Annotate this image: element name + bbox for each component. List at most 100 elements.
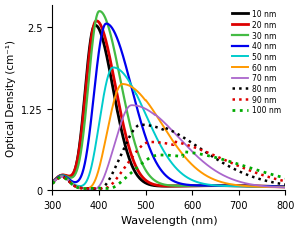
60 nm — [228, 183, 231, 185]
20 nm — [251, 185, 255, 188]
100 nm — [252, 168, 255, 170]
70 nm — [200, 159, 203, 162]
60 nm — [284, 186, 287, 189]
20 nm — [65, 174, 68, 177]
10 nm — [65, 175, 68, 178]
70 nm — [130, 104, 134, 107]
80 nm — [193, 143, 196, 146]
40 nm — [251, 185, 255, 188]
20 nm — [227, 185, 231, 187]
Line: 30 nm: 30 nm — [52, 12, 285, 187]
70 nm — [186, 146, 190, 149]
40 nm — [199, 184, 203, 187]
Line: 90 nm: 90 nm — [52, 142, 285, 189]
50 nm — [192, 180, 196, 182]
100 nm — [51, 182, 54, 185]
30 nm — [199, 185, 203, 187]
60 nm — [85, 187, 88, 190]
Y-axis label: Optical Density (cm⁻¹): Optical Density (cm⁻¹) — [6, 40, 16, 156]
60 nm — [193, 166, 196, 168]
60 nm — [121, 83, 124, 86]
40 nm — [227, 185, 231, 187]
10 nm — [51, 181, 54, 184]
40 nm — [65, 176, 68, 179]
40 nm — [284, 185, 287, 188]
100 nm — [228, 160, 231, 163]
Line: 60 nm: 60 nm — [52, 85, 285, 188]
50 nm — [51, 181, 54, 184]
70 nm — [51, 182, 54, 185]
10 nm — [186, 185, 190, 187]
100 nm — [200, 153, 203, 156]
Line: 40 nm: 40 nm — [52, 24, 285, 187]
90 nm — [252, 171, 255, 173]
40 nm — [51, 181, 54, 184]
30 nm — [284, 185, 287, 188]
90 nm — [193, 146, 196, 149]
20 nm — [199, 185, 203, 187]
80 nm — [51, 182, 54, 185]
20 nm — [95, 20, 98, 23]
80 nm — [65, 178, 68, 181]
20 nm — [186, 185, 190, 187]
50 nm — [186, 177, 190, 179]
40 nm — [186, 184, 190, 186]
20 nm — [192, 185, 196, 187]
50 nm — [111, 67, 115, 70]
40 nm — [105, 23, 108, 26]
60 nm — [65, 178, 68, 180]
30 nm — [251, 185, 255, 188]
40 nm — [192, 184, 196, 187]
Line: 100 nm: 100 nm — [52, 152, 285, 189]
50 nm — [284, 186, 287, 189]
70 nm — [284, 186, 287, 189]
Line: 50 nm: 50 nm — [52, 68, 285, 187]
100 nm — [84, 187, 88, 190]
30 nm — [98, 11, 101, 14]
70 nm — [252, 184, 255, 186]
90 nm — [100, 187, 104, 190]
100 nm — [284, 177, 287, 180]
20 nm — [51, 181, 54, 184]
60 nm — [252, 185, 255, 188]
50 nm — [65, 177, 68, 180]
100 nm — [193, 152, 196, 155]
10 nm — [251, 185, 255, 188]
80 nm — [228, 166, 231, 168]
10 nm — [192, 185, 196, 187]
10 nm — [227, 185, 231, 187]
90 nm — [51, 182, 54, 185]
80 nm — [200, 148, 203, 151]
90 nm — [186, 144, 190, 147]
30 nm — [51, 181, 54, 184]
Line: 10 nm: 10 nm — [52, 26, 285, 187]
Legend: 10 nm, 20 nm, 30 nm, 40 nm, 50 nm, 60 nm, 70 nm, 80 nm, 90 nm, 100 nm: 10 nm, 20 nm, 30 nm, 40 nm, 50 nm, 60 nm… — [231, 9, 281, 116]
70 nm — [91, 188, 94, 191]
80 nm — [186, 140, 190, 142]
80 nm — [252, 176, 255, 179]
10 nm — [284, 185, 287, 188]
30 nm — [65, 175, 68, 178]
80 nm — [96, 188, 99, 191]
30 nm — [192, 185, 196, 187]
30 nm — [186, 185, 190, 187]
100 nm — [186, 151, 190, 154]
90 nm — [200, 149, 203, 152]
Line: 80 nm: 80 nm — [52, 125, 285, 189]
60 nm — [186, 160, 190, 162]
60 nm — [200, 171, 203, 174]
Line: 20 nm: 20 nm — [52, 22, 285, 187]
50 nm — [199, 182, 203, 185]
80 nm — [284, 183, 287, 186]
70 nm — [193, 153, 196, 155]
Line: 70 nm: 70 nm — [52, 106, 285, 190]
80 nm — [139, 124, 143, 127]
50 nm — [227, 185, 231, 188]
10 nm — [199, 185, 203, 187]
70 nm — [65, 178, 68, 181]
70 nm — [228, 177, 231, 180]
90 nm — [228, 161, 231, 164]
30 nm — [227, 185, 231, 187]
90 nm — [65, 178, 68, 181]
60 nm — [51, 182, 54, 184]
